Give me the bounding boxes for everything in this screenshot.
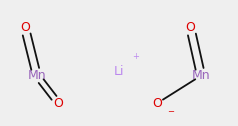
Text: O: O (185, 21, 195, 34)
Text: O: O (53, 97, 63, 110)
Text: Mn: Mn (28, 69, 46, 82)
Text: Mn: Mn (192, 69, 210, 82)
Text: −: − (167, 107, 174, 116)
Text: Li: Li (114, 65, 124, 78)
Text: O: O (152, 97, 162, 110)
Text: O: O (20, 21, 30, 34)
Text: +: + (132, 52, 139, 61)
